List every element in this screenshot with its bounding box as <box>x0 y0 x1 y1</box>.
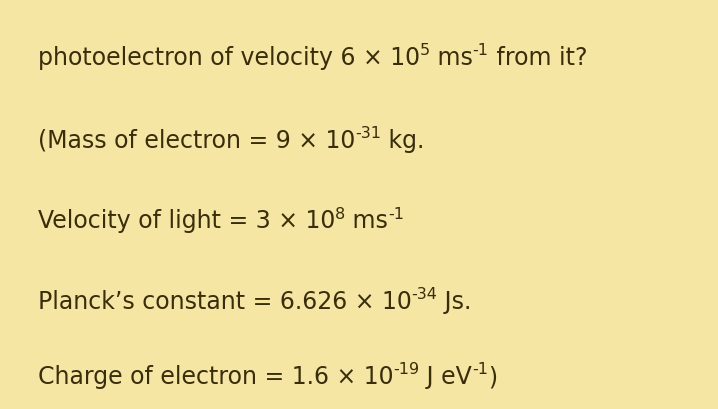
Text: -31: -31 <box>355 126 381 141</box>
Text: ): ) <box>488 365 497 389</box>
Text: ms: ms <box>345 209 388 234</box>
Text: from it?: from it? <box>489 45 587 70</box>
Text: Charge of electron = 1.6 × 10: Charge of electron = 1.6 × 10 <box>37 365 393 389</box>
Text: Js.: Js. <box>437 290 472 314</box>
Text: 5: 5 <box>419 43 430 58</box>
Text: ms: ms <box>430 45 472 70</box>
Text: -34: -34 <box>411 287 437 302</box>
Text: photoelectron of velocity 6 × 10: photoelectron of velocity 6 × 10 <box>37 45 419 70</box>
Text: -1: -1 <box>472 43 489 58</box>
Text: (Mass of electron = 9 × 10: (Mass of electron = 9 × 10 <box>37 129 355 153</box>
Text: -1: -1 <box>388 207 404 222</box>
Text: Planck’s constant = 6.626 × 10: Planck’s constant = 6.626 × 10 <box>37 290 411 314</box>
Text: 8: 8 <box>335 207 345 222</box>
Text: J eV: J eV <box>419 365 472 389</box>
Text: -19: -19 <box>393 362 419 377</box>
Text: Velocity of light = 3 × 10: Velocity of light = 3 × 10 <box>37 209 335 234</box>
Text: -1: -1 <box>472 362 488 377</box>
Text: kg.: kg. <box>381 129 424 153</box>
